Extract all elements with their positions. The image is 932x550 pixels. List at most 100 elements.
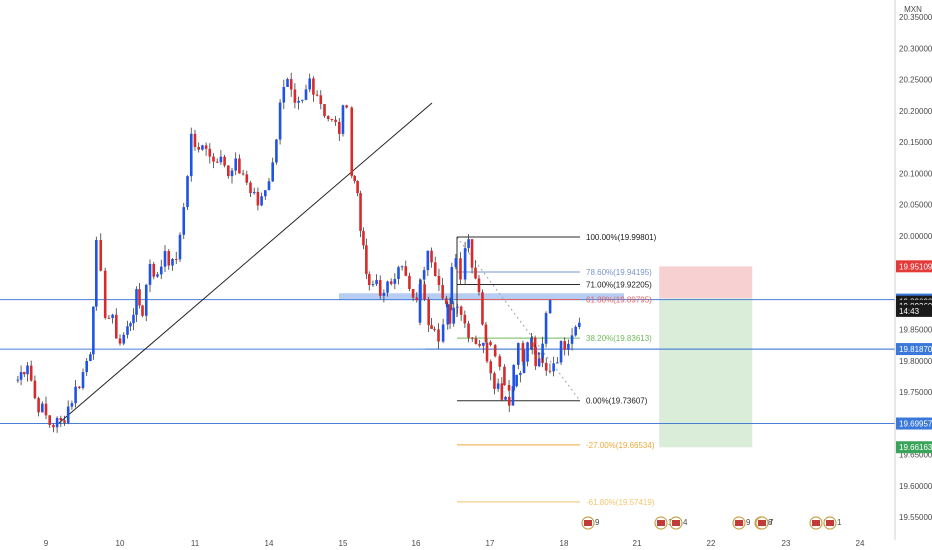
candle-body: [418, 284, 422, 323]
candle-body: [223, 156, 226, 166]
candle-body: [463, 248, 467, 280]
candle-body: [178, 234, 182, 260]
candle-body: [519, 373, 522, 375]
candle-body: [433, 328, 436, 330]
stop-loss-zone: [659, 266, 753, 299]
candle-body: [356, 181, 359, 194]
y-tick-label: 20.25000: [899, 76, 932, 85]
candle-body: [541, 343, 544, 359]
position-zones: [659, 266, 753, 448]
candle-body: [467, 323, 470, 338]
candle-body: [107, 317, 111, 319]
candle-body: [33, 380, 37, 399]
candle-body: [111, 314, 114, 319]
candle-body: [282, 87, 286, 103]
candle-body: [308, 78, 311, 90]
candle-body: [52, 424, 55, 428]
candle-body: [330, 118, 334, 120]
candle-body: [474, 267, 477, 279]
candle-body: [353, 175, 356, 182]
candle-body: [135, 289, 138, 315]
flag-stripe: [812, 520, 820, 526]
price-tag-label: 19.69957: [899, 420, 932, 429]
candle-body: [389, 281, 393, 284]
candle-body: [511, 386, 515, 406]
x-tick-label: 16: [412, 539, 421, 548]
candle-body: [548, 370, 552, 372]
candle-body: [70, 403, 74, 407]
candle-body: [441, 324, 445, 342]
candle-body: [55, 417, 59, 428]
candle-body: [448, 304, 452, 324]
candle-body: [534, 347, 537, 367]
candle-body: [552, 363, 555, 372]
fib-level-label: 71.00%(19.92205): [586, 280, 652, 289]
candle-body: [159, 266, 163, 275]
event-count: 7: [769, 518, 774, 527]
candle-body: [463, 314, 467, 324]
y-tick-label: 19.60000: [899, 482, 932, 491]
candle-body: [103, 270, 107, 318]
economic-events[interactable]: 9114987161: [581, 516, 842, 530]
candle-body: [482, 342, 485, 346]
x-tick-label: 14: [265, 539, 274, 548]
candle-body: [132, 314, 135, 324]
candle-body: [362, 230, 365, 246]
price-axis[interactable]: MXN: [894, 0, 922, 540]
candle-body: [95, 240, 98, 307]
candle-body: [26, 365, 29, 375]
candle-body: [517, 343, 520, 365]
candle-body: [371, 284, 375, 286]
candle-body: [267, 181, 271, 191]
candle-body: [397, 267, 400, 280]
candle-body: [204, 145, 208, 149]
candle-body: [474, 338, 478, 344]
fib-level-label: -61.80%(19.57419): [586, 498, 655, 507]
candle-body: [503, 366, 506, 386]
candle-body: [544, 362, 548, 371]
y-tick-label: 20.20000: [899, 107, 932, 116]
candle-body: [507, 396, 511, 406]
candle-body: [167, 251, 171, 266]
candle-body: [115, 314, 118, 339]
candle-body: [129, 323, 132, 327]
candle-body: [92, 306, 95, 355]
trendline[interactable]: [58, 102, 433, 424]
candle-body: [411, 288, 415, 298]
candle-body: [437, 329, 440, 342]
flag-stripe: [657, 520, 665, 526]
candle-body: [375, 280, 378, 285]
price-tag: [896, 304, 932, 317]
candle-body: [556, 362, 559, 364]
candle-body: [437, 275, 441, 286]
candles: [16, 72, 581, 433]
currency-label: MXN: [904, 5, 922, 14]
x-tick-label: 9: [44, 539, 49, 548]
candle-body: [350, 107, 354, 176]
candle-body: [507, 385, 511, 391]
x-tick-labels: 9 10 11 14 15 16 17 18 21 22 23 24: [44, 539, 865, 548]
candle-body: [156, 274, 159, 277]
candle-body: [400, 266, 404, 268]
candle-body: [304, 89, 308, 100]
candle-body: [496, 383, 500, 389]
candle-body: [567, 343, 570, 350]
x-tick-label: 15: [339, 539, 348, 548]
candle-body: [275, 139, 278, 163]
candle-body: [456, 306, 459, 308]
candle-body: [537, 358, 541, 367]
candle-body: [485, 342, 489, 362]
event-count: 4: [683, 518, 688, 527]
price-tag-label: 19.66163: [899, 443, 932, 452]
candle-body: [278, 102, 282, 140]
candle-body: [16, 379, 20, 381]
fib-retracement[interactable]: 100.00%(19.99801) 78.60%(19.94195) 71.00%(…: [456, 233, 657, 507]
x-tick-label: 21: [633, 539, 642, 548]
candle-body: [365, 245, 368, 275]
candle-body: [530, 342, 534, 348]
candle-body: [256, 191, 260, 206]
candle-body: [44, 403, 48, 416]
x-tick-label: 18: [560, 539, 569, 548]
candle-body: [234, 158, 237, 171]
